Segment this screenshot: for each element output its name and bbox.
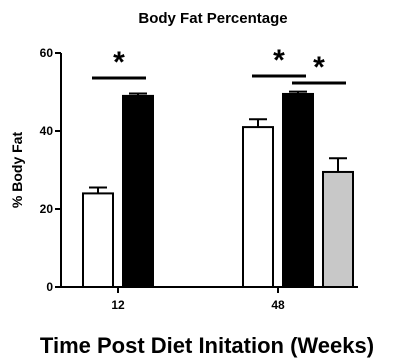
y-tick-label: 40 <box>40 124 54 138</box>
x-tick-label: 48 <box>271 298 285 312</box>
x-axis-label: Time Post Diet Initation (Weeks) <box>40 333 374 358</box>
bar <box>82 192 114 288</box>
bars <box>82 90 354 289</box>
bar <box>322 170 354 288</box>
bar <box>122 94 154 289</box>
y-tick-label: 60 <box>40 46 54 60</box>
significance-star: * <box>113 46 125 79</box>
bar <box>242 126 274 288</box>
chart-title: Body Fat Percentage <box>138 10 287 27</box>
y-axis-label: % Body Fat <box>9 132 25 209</box>
significance-marks: * * * <box>92 44 346 85</box>
y-tick-label: 0 <box>46 280 53 294</box>
significance-star: * <box>273 44 285 77</box>
y-ticks: 0 20 40 60 <box>40 46 61 294</box>
x-tick-label: 12 <box>111 298 125 312</box>
x-ticks: 12 48 <box>111 287 285 312</box>
y-tick-label: 20 <box>40 202 54 216</box>
bar <box>282 92 314 288</box>
significance-star: * <box>313 51 325 84</box>
